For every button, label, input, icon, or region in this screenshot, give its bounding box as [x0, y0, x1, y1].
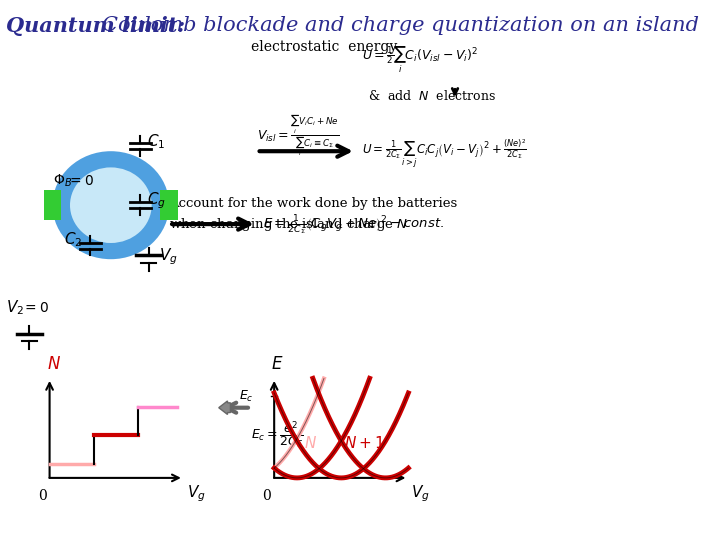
Text: $N$: $N$	[47, 356, 60, 373]
Text: $C_g$: $C_g$	[147, 191, 166, 211]
Text: $V_g$: $V_g$	[411, 483, 430, 504]
Text: $\Phi_B$: $\Phi_B$	[53, 173, 72, 189]
Text: $V_{isl} = \frac{\sum_i V_i C_i + Ne}{\sum_i C_i \equiv C_\Sigma}$: $V_{isl} = \frac{\sum_i V_i C_i + Ne}{\s…	[256, 113, 339, 158]
Text: $V_g$: $V_g$	[159, 246, 178, 267]
Circle shape	[70, 167, 152, 243]
Text: electrostatic  energy: electrostatic energy	[251, 40, 397, 55]
Text: $= 0$: $= 0$	[22, 301, 49, 315]
Text: Quantum limit:: Quantum limit:	[6, 16, 192, 36]
Text: $N$: $N$	[304, 435, 317, 451]
Text: Account for the work done by the batteries
when changing the island charge $N$: Account for the work done by the batteri…	[169, 197, 457, 233]
Text: $N+1$: $N+1$	[344, 435, 384, 451]
Bar	[44, 190, 61, 220]
Text: $= 0$: $= 0$	[67, 174, 94, 188]
Text: Coulomb blockade and charge quantization on an island: Coulomb blockade and charge quantization…	[102, 16, 699, 35]
Text: $U = \frac{1}{2}\sum_i C_i\left(V_{isl}-V_i\right)^2$: $U = \frac{1}{2}\sum_i C_i\left(V_{isl}-…	[361, 44, 477, 75]
Text: $E = \frac{1}{2C_\Sigma}\left(C_g V_g + Ne\right)^2 - const.$: $E = \frac{1}{2C_\Sigma}\left(C_g V_g + …	[263, 213, 444, 237]
Text: $E_c = \dfrac{e^2}{2C_\Sigma}$: $E_c = \dfrac{e^2}{2C_\Sigma}$	[251, 419, 304, 450]
FancyArrow shape	[219, 401, 230, 415]
Text: $C_2$: $C_2$	[64, 230, 83, 248]
Circle shape	[53, 151, 169, 259]
Text: $C_1$: $C_1$	[147, 132, 166, 151]
Text: $E$: $E$	[271, 356, 284, 373]
Text: $E_c$: $E_c$	[239, 388, 253, 403]
Text: 0: 0	[263, 489, 271, 503]
Text: $V_2$: $V_2$	[6, 299, 24, 317]
Text: 0: 0	[38, 489, 47, 503]
Bar	[161, 190, 178, 220]
Text: &  add  $N$  electrons: & add $N$ electrons	[367, 89, 495, 103]
Text: $V_g$: $V_g$	[186, 483, 205, 504]
Text: $U = \frac{1}{2C_\Sigma}\sum_{i>j}C_i C_j\left(V_i-V_j\right)^2 + \frac{(Ne)^2}{: $U = \frac{1}{2C_\Sigma}\sum_{i>j}C_i C_…	[361, 138, 526, 170]
